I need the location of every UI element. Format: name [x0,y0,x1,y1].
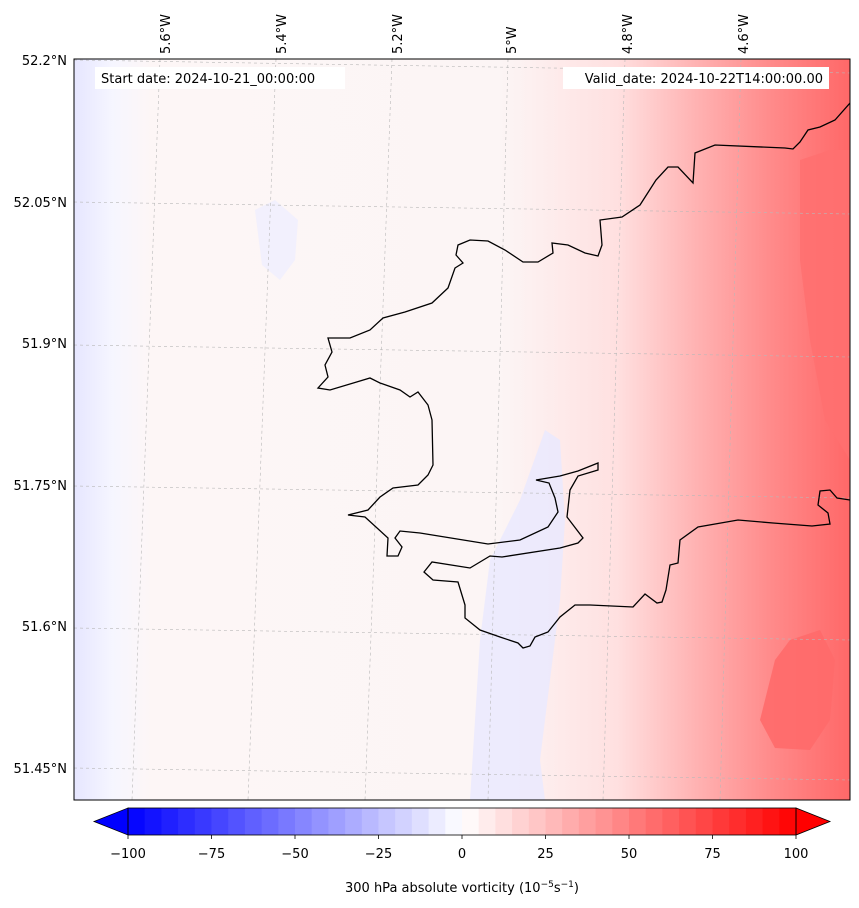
colorbar-cell [495,808,513,835]
high-vorticity-band [800,150,850,460]
colorbar-cell [762,808,780,835]
colorbar-cell [228,808,246,835]
lat-label: 51.45°N [14,762,67,777]
longitude-labels: 5.6°W 5.4°W 5.2°W 5°W 4.8°W 4.6°W [159,14,752,54]
colorbar-cell [528,808,547,835]
lon-label: 5°W [505,26,520,54]
colorbar: −100 −75 −50 −25 0 25 50 75 100 300 hPa absolute… [92,807,832,896]
colorbar-cell [345,808,363,835]
lat-label: 52.2°N [22,54,67,69]
colorbar-cell [629,808,647,835]
colorbar-tick-label: 0 [458,847,466,862]
colorbar-cell [295,808,313,835]
vorticity-field [74,59,850,800]
colorbar-extend-min [92,807,129,836]
lon-label: 4.8°W [621,14,636,54]
colorbar-cells [128,808,797,835]
colorbar-ticks: −100 −75 −50 −25 0 25 50 75 100 [110,835,808,862]
colorbar-cell [695,808,714,835]
colorbar-cell [445,808,463,835]
colorbar-tick-label: 25 [537,847,554,862]
colorbar-cell [194,808,213,835]
colorbar-tick-label: 50 [621,847,638,862]
high-vorticity-patch [760,630,835,750]
colorbar-cell [361,808,380,835]
colorbar-cell [311,808,329,835]
valid-date-box [563,67,829,89]
valid-date-label: Valid_date: 2024-10-22T14:00:00.00 [585,72,823,87]
colorbar-tick-label: −100 [110,847,146,862]
colorbar-cell [729,808,747,835]
colorbar-cell [645,808,663,835]
colorbar-cell [128,808,146,835]
colorbar-cell [378,808,396,835]
colorbar-cell [244,808,263,835]
colorbar-extend-max [795,807,832,836]
colorbar-cell [411,808,430,835]
colorbar-tick-label: 75 [704,847,721,862]
colorbar-cell [178,808,196,835]
coastline [316,102,850,649]
map-panel [74,59,850,800]
colorbar-cell [612,808,630,835]
lon-label: 4.6°W [737,14,752,54]
colorbar-cell [712,808,730,835]
lon-label: 5.2°W [391,14,406,54]
colorbar-tick-label: 100 [784,847,809,862]
colorbar-cell [595,808,613,835]
colorbar-cell [328,808,346,835]
colorbar-cell [662,808,680,835]
colorbar-cell [512,808,530,835]
colorbar-cell [545,808,563,835]
lat-label: 51.75°N [14,479,67,494]
colorbar-cell [261,808,279,835]
colorbar-cell [428,808,446,835]
colorbar-cell [679,808,697,835]
colorbar-cell [578,808,597,835]
colorbar-cell [395,808,413,835]
negative-vorticity-patch [470,430,565,800]
lat-label: 51.6°N [22,620,67,635]
colorbar-tick-label: −75 [198,847,225,862]
colorbar-cell [779,808,797,835]
colorbar-cell [745,808,764,835]
colorbar-cell [278,808,296,835]
latitude-labels: 52.2°N 52.05°N 51.9°N 51.75°N 51.6°N 51.… [14,54,67,777]
colorbar-label: 300 hPa absolute vorticity (10−5s−1) [345,880,579,896]
colorbar-tick-label: −25 [365,847,392,862]
colorbar-cell [562,808,580,835]
lon-label: 5.6°W [159,14,174,54]
map-frame [73,58,851,801]
colorbar-cell [462,808,480,835]
colorbar-cell [211,808,229,835]
colorbar-tick-label: −50 [281,847,308,862]
colorbar-cell [478,808,496,835]
negative-vorticity-patch-north [255,200,298,280]
colorbar-cell [144,808,162,835]
start-date-box [95,67,345,89]
colorbar-cell [161,808,179,835]
start-date-label: Start date: 2024-10-21_00:00:00 [101,72,315,87]
lat-label: 51.9°N [22,337,67,352]
lat-label: 52.05°N [14,196,67,211]
lon-label: 5.4°W [275,14,290,54]
